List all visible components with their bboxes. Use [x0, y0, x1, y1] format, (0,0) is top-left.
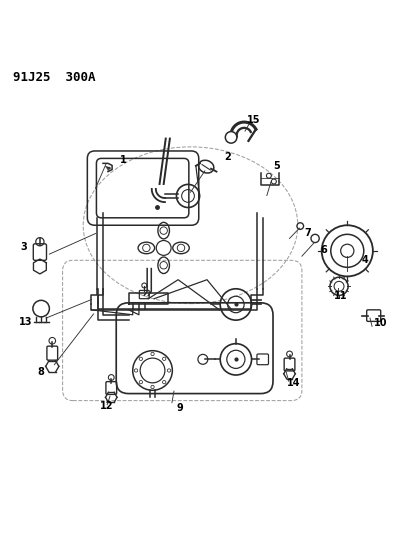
- Circle shape: [162, 357, 166, 360]
- Text: 3: 3: [20, 241, 27, 252]
- Text: 4: 4: [361, 255, 368, 265]
- Text: 91J25  300A: 91J25 300A: [13, 70, 95, 84]
- Text: 8: 8: [38, 367, 45, 377]
- Circle shape: [162, 381, 166, 384]
- Text: 10: 10: [373, 318, 387, 328]
- Text: 15: 15: [247, 115, 260, 125]
- Text: 5: 5: [272, 161, 279, 171]
- Text: 13: 13: [19, 317, 32, 327]
- Circle shape: [296, 223, 303, 229]
- Circle shape: [139, 381, 142, 384]
- Circle shape: [225, 132, 236, 143]
- Circle shape: [150, 385, 154, 389]
- Circle shape: [167, 369, 170, 372]
- Text: 6: 6: [319, 245, 326, 255]
- Circle shape: [150, 352, 154, 356]
- Circle shape: [134, 369, 138, 372]
- Polygon shape: [107, 167, 110, 171]
- Circle shape: [310, 235, 318, 243]
- Text: 12: 12: [100, 401, 114, 411]
- Text: 9: 9: [176, 402, 183, 413]
- Text: 7: 7: [304, 229, 311, 238]
- Text: 11: 11: [334, 291, 347, 301]
- Text: 1: 1: [119, 155, 126, 165]
- Text: 14: 14: [286, 378, 300, 388]
- Text: 2: 2: [223, 152, 230, 162]
- Circle shape: [139, 357, 142, 360]
